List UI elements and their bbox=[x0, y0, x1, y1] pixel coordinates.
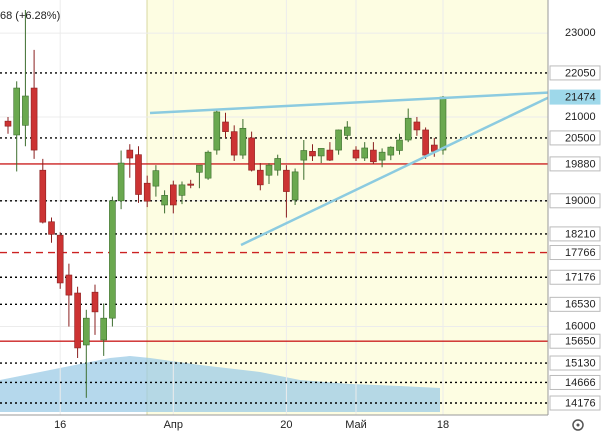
candle-body bbox=[135, 154, 142, 195]
level-label-box bbox=[549, 245, 601, 261]
level-label: 17766 bbox=[565, 247, 596, 259]
candle-body bbox=[48, 221, 55, 235]
candle-body bbox=[152, 170, 160, 187]
candle-body bbox=[317, 148, 325, 157]
level-label: 20500 bbox=[565, 132, 596, 144]
x-tick-label: 16 bbox=[54, 419, 66, 431]
volume-area bbox=[0, 356, 440, 412]
chart-title: 68 (+6.28%) bbox=[0, 10, 60, 22]
candle-body bbox=[13, 87, 20, 136]
level-label-box bbox=[549, 89, 601, 105]
candle-body bbox=[396, 139, 403, 151]
y-tick-label: 16000 bbox=[565, 320, 596, 332]
y-tick-label: 21000 bbox=[565, 111, 596, 123]
candle-body bbox=[413, 121, 421, 131]
level-label-box bbox=[549, 296, 601, 312]
candle-body bbox=[187, 183, 194, 186]
candle-body bbox=[326, 149, 334, 161]
settings-icon[interactable] bbox=[572, 419, 584, 431]
candle-body bbox=[143, 182, 151, 202]
candle-body bbox=[196, 164, 203, 173]
candle-body bbox=[370, 149, 377, 163]
trend-line bbox=[149, 90, 561, 115]
level-label: 17176 bbox=[565, 272, 596, 284]
level-label: 14666 bbox=[565, 377, 596, 389]
candle-body bbox=[213, 111, 221, 151]
plot bbox=[0, 0, 548, 415]
level-label: 21474 bbox=[565, 91, 596, 103]
x-tick-label: Май bbox=[345, 419, 367, 431]
candle-body bbox=[22, 95, 29, 126]
candle-body bbox=[74, 292, 81, 349]
candle-body bbox=[283, 169, 290, 192]
level-label: 22050 bbox=[565, 67, 596, 79]
level-label-box bbox=[549, 226, 601, 242]
candle-body bbox=[404, 117, 412, 141]
level-label-box bbox=[549, 269, 601, 285]
candle-body bbox=[248, 137, 255, 171]
candle-body bbox=[170, 184, 177, 206]
candle-body bbox=[178, 184, 186, 196]
candle-body bbox=[204, 151, 212, 179]
level-label: 15650 bbox=[565, 336, 596, 348]
candle-body bbox=[309, 151, 316, 157]
candle-body bbox=[335, 129, 342, 151]
candle-body bbox=[126, 149, 134, 159]
candle-body bbox=[161, 195, 168, 206]
level-label-box bbox=[549, 374, 601, 390]
x-tick-label: Апр bbox=[164, 419, 183, 431]
level-label-box bbox=[549, 156, 601, 172]
level-label-box bbox=[549, 395, 601, 411]
trend-line bbox=[240, 90, 561, 247]
candle-body bbox=[274, 158, 282, 171]
candle-body bbox=[30, 87, 38, 151]
x-tick-label: 18 bbox=[437, 419, 449, 431]
candle-body bbox=[343, 126, 351, 136]
level-label-box bbox=[549, 333, 601, 349]
candle-body bbox=[39, 169, 47, 223]
candle-body bbox=[422, 129, 429, 156]
candle-body bbox=[352, 149, 360, 159]
level-label: 16530 bbox=[565, 299, 596, 311]
candle-body bbox=[100, 317, 107, 341]
candle-body bbox=[109, 200, 116, 319]
candle-body bbox=[239, 127, 247, 156]
highlight-region bbox=[147, 0, 548, 415]
x-tick-label: 20 bbox=[280, 419, 292, 431]
candle-body bbox=[222, 121, 229, 132]
candle-body bbox=[300, 150, 308, 161]
candle-body bbox=[265, 164, 273, 176]
candle-body bbox=[361, 147, 369, 159]
level-label-box bbox=[549, 65, 601, 81]
level-label: 19880 bbox=[565, 158, 596, 170]
level-label-box bbox=[549, 130, 601, 146]
candle-body bbox=[56, 234, 64, 284]
candle-body bbox=[65, 274, 73, 296]
level-label: 19000 bbox=[565, 195, 596, 207]
candle-body bbox=[291, 171, 299, 201]
level-label: 14176 bbox=[565, 397, 596, 409]
candle-body bbox=[387, 146, 395, 156]
candle-body bbox=[117, 162, 125, 202]
level-label-box bbox=[549, 355, 601, 371]
candle-body bbox=[378, 151, 386, 161]
candle-body bbox=[230, 131, 238, 156]
candle-body bbox=[91, 291, 99, 313]
candle-body bbox=[256, 169, 264, 186]
level-label: 15130 bbox=[565, 357, 596, 369]
level-label-box bbox=[549, 193, 601, 209]
candle-body bbox=[4, 120, 12, 127]
candle-body bbox=[439, 96, 447, 151]
y-tick-label: 23000 bbox=[565, 27, 596, 39]
candle-body bbox=[83, 317, 90, 346]
level-label: 18210 bbox=[565, 228, 596, 240]
